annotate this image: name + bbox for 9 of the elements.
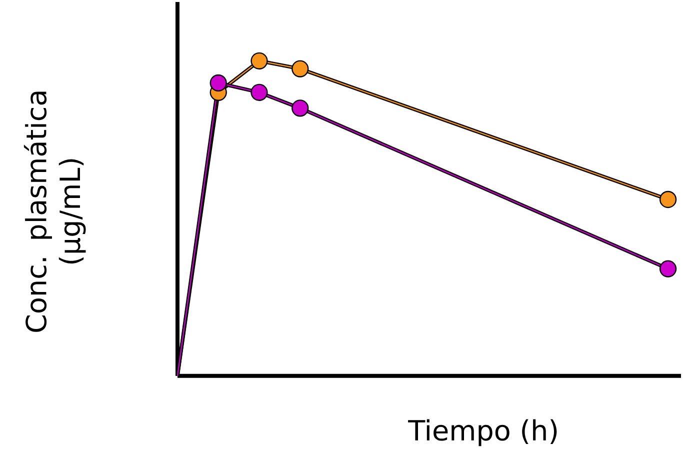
y-axis-title: Conc. plasmática (µg/mL) bbox=[24, 92, 86, 332]
point bbox=[292, 100, 309, 117]
point bbox=[250, 52, 268, 70]
point bbox=[659, 191, 677, 208]
point bbox=[292, 60, 309, 78]
point bbox=[250, 84, 268, 102]
point bbox=[659, 260, 677, 278]
point bbox=[210, 74, 227, 92]
x-axis-title: Tiempo (h) bbox=[408, 419, 557, 446]
